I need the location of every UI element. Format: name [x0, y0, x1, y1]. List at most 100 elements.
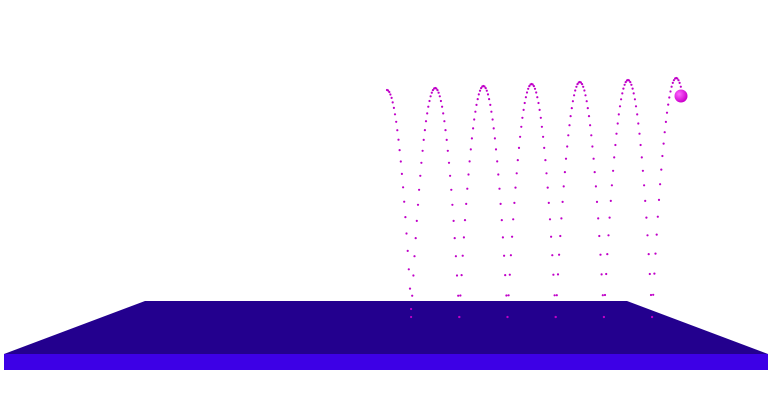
trail-point	[397, 138, 400, 141]
trail-point	[667, 103, 670, 106]
trail-point	[531, 83, 534, 86]
trail-point	[601, 294, 604, 297]
trail-point	[430, 91, 433, 94]
trail-point	[422, 138, 425, 141]
trail-point	[587, 115, 591, 118]
trail-point	[468, 160, 471, 163]
trail-point	[404, 216, 407, 219]
ball-trail	[385, 76, 684, 319]
trail-point	[431, 89, 434, 92]
trail-point	[458, 315, 461, 319]
trail-point	[555, 294, 558, 297]
trail-point	[605, 272, 608, 276]
trail-point	[522, 108, 525, 111]
trail-point	[512, 218, 515, 221]
trail-point	[679, 85, 682, 88]
trail-point	[524, 96, 528, 99]
trail-point	[435, 87, 438, 90]
trail-point	[498, 187, 501, 190]
trail-point	[500, 219, 503, 222]
trail-point	[407, 268, 410, 271]
trail-point	[443, 120, 446, 123]
trail-point	[515, 172, 518, 175]
trail-point	[477, 93, 480, 96]
trail-point	[547, 201, 550, 204]
trail-point	[484, 87, 487, 90]
trail-point	[660, 168, 663, 171]
trail-point	[474, 110, 477, 113]
trail-point	[421, 149, 424, 152]
trail-point	[388, 90, 391, 94]
trail-point	[395, 120, 398, 123]
trail-point	[600, 273, 603, 276]
trail-point	[584, 94, 587, 97]
trail-point	[558, 253, 561, 256]
trail-point	[581, 83, 584, 86]
trail-point	[545, 172, 548, 175]
trail-point	[646, 234, 649, 237]
trail-point	[410, 315, 413, 319]
trail-point	[548, 218, 552, 221]
trail-point	[583, 89, 586, 92]
trail-point	[461, 254, 464, 257]
trail-point	[540, 125, 544, 128]
trail-point	[647, 253, 650, 256]
trail-point	[476, 98, 479, 101]
trail-point	[412, 274, 415, 277]
trail-point	[618, 105, 622, 108]
trail-point	[593, 171, 596, 174]
trail-point	[497, 173, 500, 176]
trail-point	[544, 159, 547, 162]
trail-point	[563, 171, 567, 174]
trail-point	[655, 233, 658, 236]
trail-point	[654, 252, 657, 255]
trail-point	[560, 217, 563, 220]
trail-point	[639, 143, 642, 147]
trail-point	[457, 294, 460, 297]
trail-point	[486, 93, 490, 96]
trail-point	[439, 99, 442, 103]
trail-point	[597, 217, 600, 220]
trail-point	[490, 110, 493, 113]
trail-point	[470, 137, 473, 140]
trail-point	[678, 81, 681, 84]
trail-point	[428, 99, 431, 103]
trail-point	[463, 219, 467, 222]
trail-point	[669, 90, 672, 93]
trail-point	[410, 307, 413, 311]
trail-point	[543, 146, 546, 149]
trail-point	[615, 132, 618, 135]
trail-point	[637, 122, 640, 125]
trail-point	[592, 157, 595, 160]
trail-point	[437, 91, 440, 94]
trail-point	[562, 185, 565, 188]
trail-point	[455, 274, 459, 277]
trail-point	[426, 112, 429, 115]
trail-point	[648, 272, 651, 276]
floor-top	[4, 301, 768, 354]
trail-point	[489, 103, 492, 106]
trail-point	[672, 79, 676, 82]
trail-point	[609, 199, 612, 202]
trail-point	[399, 160, 402, 163]
trail-point	[503, 254, 506, 257]
trail-point	[571, 100, 575, 103]
trail-point	[436, 89, 439, 92]
trail-point	[568, 124, 571, 127]
trail-point	[418, 188, 421, 191]
trail-point	[579, 81, 583, 84]
trail-point	[603, 293, 607, 297]
trail-point	[553, 294, 556, 297]
trail-point	[485, 89, 488, 92]
trail-point	[528, 85, 531, 88]
trail-point	[607, 234, 610, 237]
trail-point	[483, 85, 486, 88]
trail-point	[491, 118, 494, 121]
trail-point	[554, 315, 557, 319]
trail-point	[656, 215, 659, 218]
trail-point	[492, 127, 495, 130]
trail-point	[624, 81, 627, 84]
trail-point	[668, 96, 671, 99]
trail-point	[416, 203, 420, 206]
